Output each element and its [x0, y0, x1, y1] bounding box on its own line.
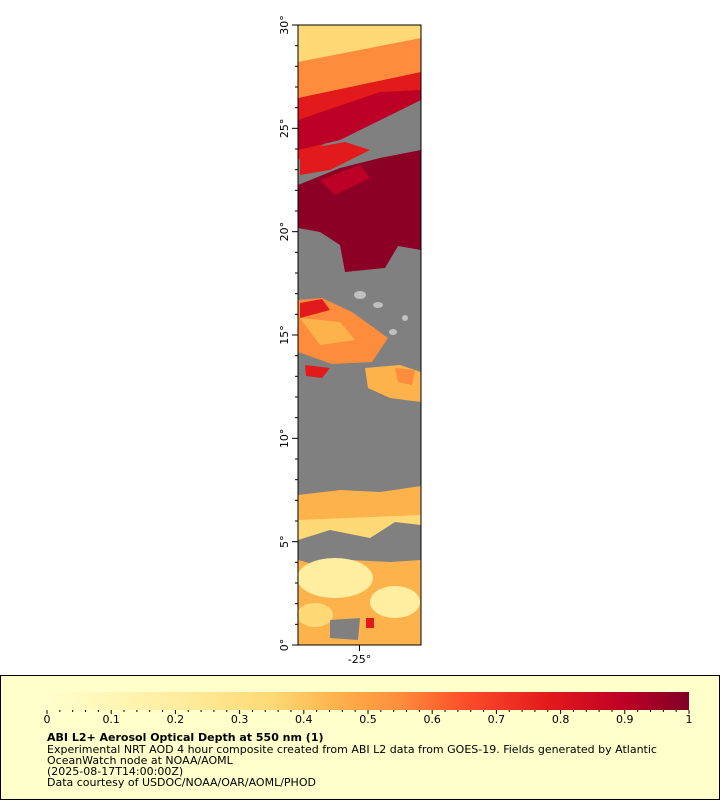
colorbar-tick-label: 0.5 [359, 713, 377, 726]
map-image [297, 24, 422, 646]
colorbar-tick-label: 0.8 [552, 713, 570, 726]
y-tick-label: 5° [278, 535, 291, 548]
y-tick-label: 10° [278, 429, 291, 449]
colorbar-tick-label: 0.4 [295, 713, 313, 726]
legend-box: ABI L2+ Aerosol Optical Depth at 550 nm … [0, 675, 720, 800]
legend-line: Experimental NRT AOD 4 hour composite cr… [47, 743, 657, 756]
legend-title: ABI L2+ Aerosol Optical Depth at 550 nm … [47, 731, 324, 744]
colorbar-tick-label: 1 [686, 713, 693, 726]
colorbar-tick-label: 0.9 [616, 713, 634, 726]
colorbar-tick-label: 0.3 [231, 713, 249, 726]
y-tick-label: 20° [278, 222, 291, 242]
y-tick-label: 30° [278, 15, 291, 35]
colorbar-tick-label: 0 [44, 713, 51, 726]
y-tick-label: 0° [278, 639, 291, 652]
legend-line: OceanWatch node at NOAA/AOML [47, 754, 234, 767]
legend-line: (2025-08-17T14:00:00Z) [47, 765, 183, 778]
colorbar-tick-label: 0.2 [167, 713, 185, 726]
colorbar-tick-label: 0.1 [102, 713, 120, 726]
colorbar-tick-label: 0.6 [423, 713, 441, 726]
legend-line: Data courtesy of USDOC/NOAA/OAR/AOML/PHO… [47, 776, 316, 789]
x-tick-label: -25° [348, 653, 371, 666]
y-tick-label: 15° [278, 325, 291, 345]
colorbar-tick-label: 0.7 [488, 713, 506, 726]
y-tick-label: 25° [278, 119, 291, 139]
